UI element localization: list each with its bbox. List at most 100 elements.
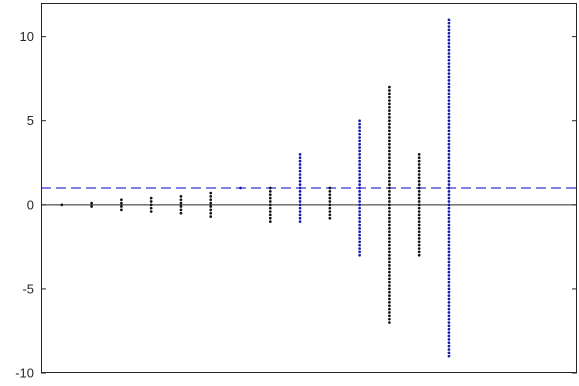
data-point [417, 240, 421, 244]
data-point [149, 210, 153, 213]
data-point [358, 186, 361, 190]
data-point [447, 129, 451, 133]
data-point [388, 247, 391, 250]
data-point [447, 149, 451, 153]
dot-column [298, 153, 302, 223]
data-point [447, 264, 451, 267]
data-point [417, 196, 421, 200]
data-point [358, 250, 361, 254]
data-point [209, 208, 213, 212]
data-point [388, 267, 391, 271]
data-point [447, 42, 451, 45]
data-point [388, 237, 391, 240]
data-point [358, 210, 361, 213]
data-point [388, 109, 391, 112]
data-point [328, 206, 332, 210]
data-point [388, 200, 391, 203]
data-point [447, 290, 451, 294]
data-point [358, 166, 361, 170]
data-point [209, 198, 213, 202]
data-point [447, 25, 451, 28]
data-point [179, 208, 183, 212]
data-point [358, 190, 361, 193]
data-point [388, 179, 391, 183]
data-point [447, 284, 451, 287]
y-tick-label: 0 [27, 197, 34, 212]
data-point [358, 149, 361, 153]
data-point [447, 294, 451, 297]
data-point [388, 317, 391, 321]
data-point [268, 216, 272, 220]
data-point [209, 205, 213, 208]
data-point [358, 119, 361, 123]
data-point [388, 287, 391, 291]
data-point [388, 274, 391, 277]
data-point [447, 216, 451, 220]
data-point [358, 220, 361, 223]
data-point [388, 119, 391, 123]
data-point [447, 31, 451, 35]
data-point [447, 169, 451, 173]
data-point [298, 176, 302, 180]
data-point [447, 45, 451, 49]
data-point [268, 190, 272, 193]
dot-column [328, 186, 332, 220]
data-point [447, 136, 451, 139]
data-point [298, 193, 302, 197]
data-point [120, 198, 123, 202]
data-point [447, 324, 451, 328]
data-point [388, 163, 391, 166]
data-point [298, 173, 302, 176]
data-point [388, 233, 391, 237]
data-point [358, 183, 361, 186]
data-point [388, 159, 391, 163]
data-point [358, 253, 361, 257]
data-point [268, 196, 272, 200]
data-point [447, 314, 451, 318]
data-point [447, 334, 451, 338]
data-point [388, 220, 391, 223]
data-point [298, 210, 302, 213]
data-point [447, 260, 451, 264]
data-point [447, 341, 451, 345]
data-point [447, 62, 451, 65]
data-point [358, 136, 361, 139]
data-point [447, 82, 451, 86]
data-point [388, 139, 391, 143]
data-point [358, 203, 361, 207]
data-point [388, 230, 391, 234]
data-point [358, 146, 361, 149]
data-point [388, 116, 391, 119]
data-point [298, 216, 302, 220]
data-point [209, 215, 213, 218]
data-point [447, 351, 451, 355]
data-point [358, 169, 361, 173]
data-point [60, 203, 64, 207]
data-point [358, 173, 361, 176]
data-point [298, 203, 302, 207]
data-point [447, 173, 451, 176]
data-point [417, 190, 421, 193]
data-point [417, 216, 421, 220]
data-point [388, 102, 391, 106]
data-point [447, 163, 451, 166]
data-point [417, 247, 421, 250]
data-point [447, 116, 451, 119]
data-point [149, 206, 153, 210]
dot-column [120, 198, 123, 212]
data-point [209, 211, 213, 215]
data-point [447, 280, 451, 284]
data-point [447, 227, 451, 230]
data-point [298, 206, 302, 210]
data-point [388, 240, 391, 244]
data-point [388, 186, 391, 190]
data-point [447, 75, 451, 79]
data-point [298, 183, 302, 186]
data-point [388, 227, 391, 230]
data-point [388, 105, 391, 109]
data-point [447, 287, 451, 291]
data-point [417, 163, 421, 166]
data-point [417, 176, 421, 180]
data-point [90, 205, 93, 208]
y-tick-label: 5 [27, 113, 34, 128]
